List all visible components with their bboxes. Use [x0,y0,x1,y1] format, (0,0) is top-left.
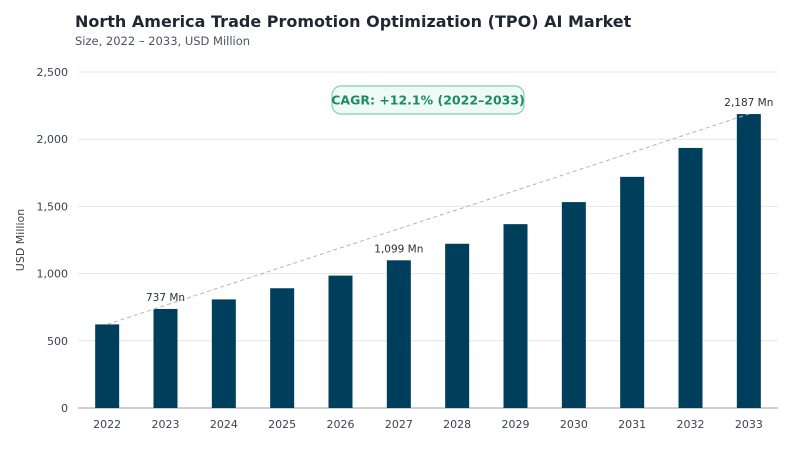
data-label-2027: 1,099 Mn [374,243,423,255]
x-tick-label: 2029 [502,418,530,431]
x-tick-label: 2032 [677,418,705,431]
bar-2029 [503,224,528,408]
y-axis-label: USD Million [14,209,27,271]
bar-2023 [153,308,178,408]
bar-2031 [620,176,645,408]
cagr-annotation-text: CAGR: +12.1% (2022–2033) [331,93,525,108]
x-tick-label: 2026 [327,418,355,431]
data-label-2033: 2,187 Mn [724,97,773,109]
y-tick-label: 0 [61,402,68,415]
y-tick-label: 1,500 [37,200,69,213]
bar-2022 [95,324,120,408]
x-tick-label: 2025 [268,418,296,431]
bar-2033 [736,114,761,408]
x-tick-label: 2027 [385,418,413,431]
bar-2025 [270,288,295,408]
y-tick-label: 2,000 [37,133,69,146]
x-tick-label: 2023 [152,418,180,431]
y-tick-label: 2,500 [37,66,69,79]
bar-2028 [445,243,470,408]
bar-2032 [678,147,703,408]
x-tick-label: 2033 [735,418,763,431]
x-tick-label: 2024 [210,418,238,431]
trend-line [107,113,749,325]
chart-title: North America Trade Promotion Optimizati… [75,12,632,31]
bar-2027 [386,260,411,408]
chart-subtitle: Size, 2022 – 2033, USD Million [75,34,251,48]
x-tick-label: 2022 [93,418,121,431]
bar-2026 [328,275,353,408]
x-tick-label: 2031 [618,418,646,431]
x-tick-label: 2028 [443,418,471,431]
data-label-2023: 737 Mn [146,292,185,304]
bar-2030 [561,202,586,408]
y-tick-label: 500 [47,335,68,348]
cagr-annotation-box [331,85,525,115]
y-tick-label: 1,000 [37,268,69,281]
bar-2024 [211,299,236,408]
x-tick-label: 2030 [560,418,588,431]
